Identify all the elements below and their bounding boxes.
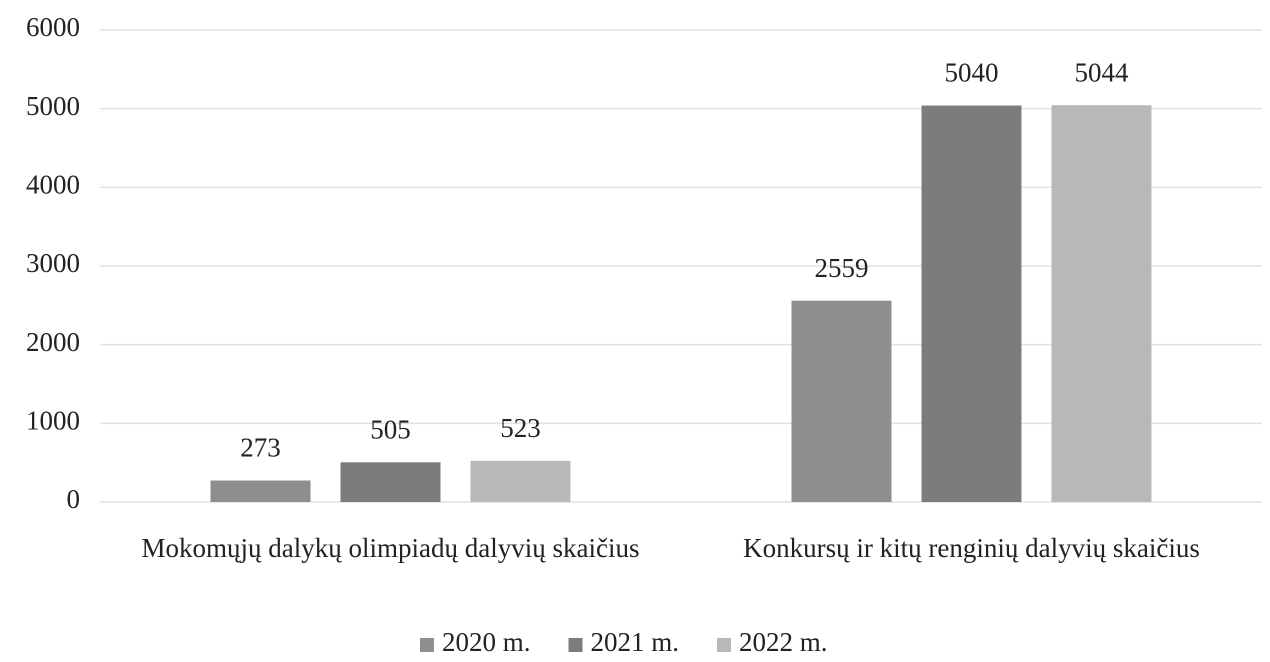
y-tick-label: 1000 xyxy=(26,406,80,436)
legend-label: 2020 m. xyxy=(442,627,531,657)
data-label: 273 xyxy=(240,433,281,463)
legend-swatch xyxy=(420,638,434,652)
bar xyxy=(1051,105,1152,503)
bar xyxy=(470,460,571,502)
y-tick-label: 2000 xyxy=(26,327,80,357)
legend-label: 2022 m. xyxy=(739,627,828,657)
data-label: 5044 xyxy=(1075,57,1130,87)
bar xyxy=(921,105,1022,503)
y-tick-label: 4000 xyxy=(26,170,80,200)
legend-swatch xyxy=(717,638,732,652)
bar xyxy=(340,462,441,502)
x-tick-label: Mokomųjų dalykų olimpiadų dalyvių skaiči… xyxy=(141,533,640,563)
data-label: 505 xyxy=(370,414,411,444)
data-label: 5040 xyxy=(945,58,999,88)
data-label: 523 xyxy=(500,413,541,443)
x-tick-label: Konkursų ir kitų renginių dalyvių skaiči… xyxy=(743,533,1200,563)
legend-label: 2021 m. xyxy=(591,627,680,657)
y-tick-label: 5000 xyxy=(26,91,80,121)
data-label: 2559 xyxy=(815,253,869,283)
y-tick-label: 6000 xyxy=(26,12,80,42)
legend-swatch xyxy=(568,638,583,652)
bar xyxy=(791,300,892,502)
bar xyxy=(210,480,311,502)
y-tick-label: 3000 xyxy=(26,248,80,278)
y-tick-label: 0 xyxy=(67,484,81,514)
